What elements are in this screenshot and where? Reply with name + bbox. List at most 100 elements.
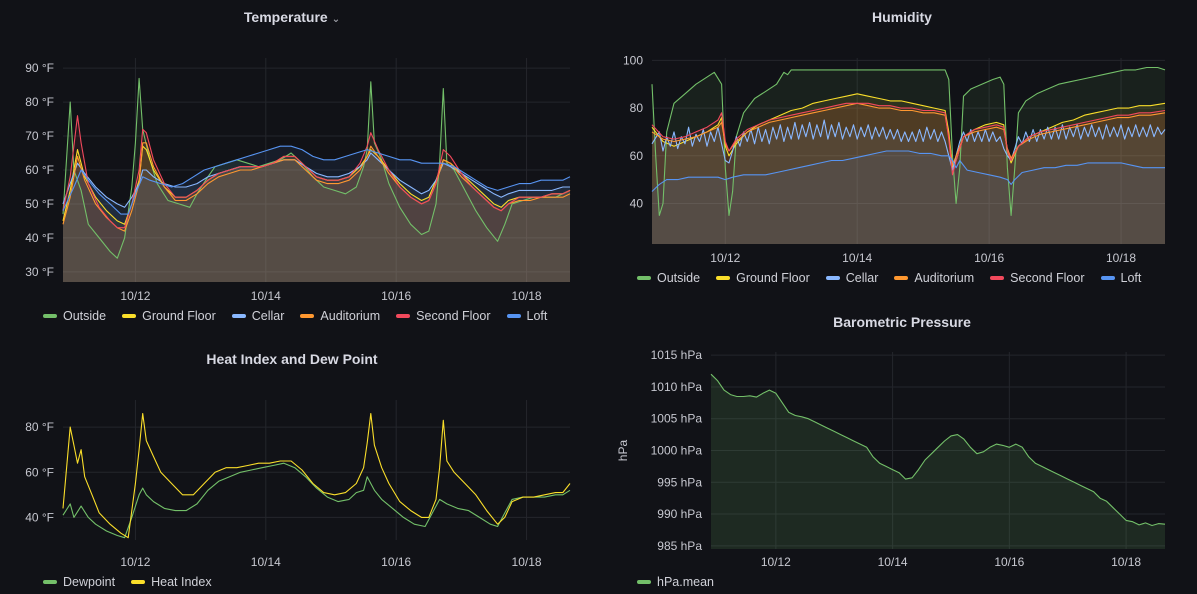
legend-item-hpa-mean[interactable]: hPa.mean [637,575,714,589]
y-tick-label: 50 °F [25,197,54,211]
x-tick-label: 10/18 [1106,251,1136,265]
x-tick-label: 10/16 [994,555,1024,569]
legend-swatch [396,314,411,318]
legend-label: Ground Floor [142,309,216,323]
y-tick-label: 995 hPa [657,475,702,489]
x-tick-label: 10/18 [512,555,542,569]
legend-swatch [300,314,315,318]
legend-item-loft[interactable]: Loft [506,309,548,323]
panel-title: Humidity [607,9,1197,25]
y-tick-label: 60 °F [25,465,54,479]
legend-item-auditorium[interactable]: Auditorium [894,271,974,285]
grid [63,400,570,540]
legend-swatch [231,314,246,318]
series-group [62,412,571,539]
pressure-chart: 1015 hPa 1010 hPa 1005 hPa 1000 hPa 995 hPa 9… [616,348,1166,569]
legend-swatch [637,580,651,584]
series-line-loft[interactable] [651,150,1165,192]
series-line-cellar[interactable] [651,119,1166,171]
series-line-outside[interactable] [62,77,571,259]
y-tick-label: 70 °F [25,129,54,143]
series-area-second-floor [63,115,570,282]
legend-item-dewpoint[interactable]: Dewpoint [43,575,115,589]
legend-item-ground-floor[interactable]: Ground Floor [122,309,216,323]
series-area-cellar [63,153,570,282]
series-line-heat-index[interactable] [62,412,571,539]
legend-item-heat-index[interactable]: Heat Index [131,575,212,589]
y-tick-label: 40 °F [25,510,54,524]
legend-label: Cellar [251,309,285,323]
series-line-dewpoint[interactable] [62,462,571,539]
heat-index-legend: Dewpoint Heat Index [43,575,212,589]
series-line-ground-floor[interactable] [651,93,1166,169]
series-group [62,77,571,283]
y-tick-label: 30 °F [25,265,54,279]
legend-label: Dewpoint [63,575,116,589]
series-area-ground-floor [63,146,570,282]
temperature-legend: Outside Ground Floor Cellar Auditorium Secon… [43,309,547,323]
legend-swatch [131,580,146,584]
legend-item-auditorium[interactable]: Auditorium [300,309,380,323]
legend-item-ground-floor[interactable]: Ground Floor [716,271,810,285]
legend-item-loft[interactable]: Loft [1100,271,1142,285]
legend-swatch [825,276,840,280]
x-tick-label: 10/14 [251,555,281,569]
legend-swatch [894,276,909,280]
y-tick-label: 40 °F [25,231,54,245]
y-tick-label: 1015 hPa [651,348,703,362]
legend-label: Outside [657,271,701,285]
series-area-auditorium [652,103,1165,244]
x-tick-label: 10/14 [842,251,872,265]
x-tick-label: 10/14 [878,555,908,569]
legend-swatch [122,314,137,318]
legend-item-second-floor[interactable]: Second Floor [990,271,1085,285]
heat-index-panel: Heat Index and Dew Point 80 °F 60 °F 40 °F… [0,345,584,594]
panel-title: Barometric Pressure [607,314,1197,330]
x-tick-label: 10/16 [381,555,411,569]
series-area-ground-floor [652,93,1165,244]
legend-label: Second Floor [1010,271,1085,285]
panel-title[interactable]: Temperature ⌄ [0,9,584,25]
legend-item-cellar[interactable]: Cellar [231,309,285,323]
legend-label: Cellar [845,271,879,285]
x-tick-label: 10/12 [710,251,740,265]
y-tick-label: 40 [630,196,644,210]
series-line-second-floor[interactable] [651,102,1166,176]
legend-label: Outside [63,309,107,323]
x-tick-label: 10/16 [974,251,1004,265]
legend-label: Second Floor [416,309,491,323]
chevron-down-icon[interactable]: ⌄ [331,14,341,25]
legend-label: Loft [526,309,548,323]
x-tick-label: 10/12 [120,555,150,569]
legend-swatch [990,276,1005,280]
legend-item-outside[interactable]: Outside [637,271,700,285]
legend-label: Auditorium [914,271,975,285]
y-tick-label: 985 hPa [657,539,702,553]
x-tick-label: 10/14 [251,289,281,303]
y-tick-label: 990 hPa [657,507,702,521]
y-tick-label: 90 °F [25,61,54,75]
legend-label: Heat Index [151,575,212,589]
series-area-second-floor [652,103,1165,244]
legend-swatch [637,276,651,280]
y-tick-label: 80 [630,101,644,115]
legend-item-second-floor[interactable]: Second Floor [396,309,491,323]
series-area-cellar [652,120,1165,244]
humidity-chart: 100 80 60 40 10/12 10/14 10/16 10/18 [623,53,1166,265]
panel-title: Heat Index and Dew Point [0,351,584,367]
pressure-legend: hPa.mean [637,575,714,589]
x-tick-label: 10/12 [761,555,791,569]
series-line-hpa-mean[interactable] [710,373,1166,527]
x-tick-label: 10/12 [120,289,150,303]
series-group [651,66,1166,244]
pressure-title: Barometric Pressure [833,314,971,330]
series-line-second-floor[interactable] [62,115,571,229]
legend-item-cellar[interactable]: Cellar [825,271,879,285]
y-tick-label: 1010 hPa [651,380,703,394]
legend-item-outside[interactable]: Outside [43,309,106,323]
series-area-outside [652,67,1165,244]
legend-label: Ground Floor [736,271,810,285]
x-tick-label: 10/16 [381,289,411,303]
series-line-loft[interactable] [62,145,571,215]
legend-label: Loft [1120,271,1142,285]
